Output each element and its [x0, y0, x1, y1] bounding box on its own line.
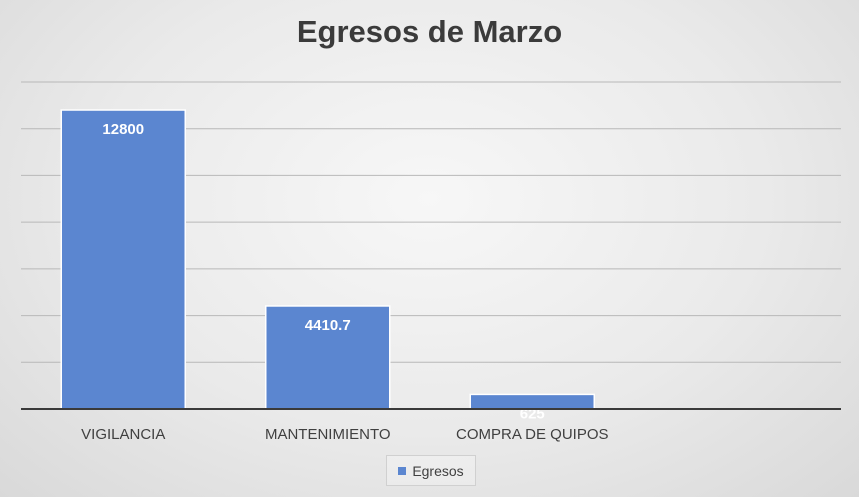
- category-label: MANTENIMIENTO: [265, 426, 391, 443]
- data-label: 4410.7: [305, 317, 351, 334]
- category-label: VIGILANCIA: [81, 426, 165, 443]
- category-label: COMPRA DE QUIPOS: [456, 426, 609, 443]
- data-label: 625: [520, 405, 545, 422]
- bar: [60, 109, 186, 410]
- legend-label: Egresos: [412, 462, 464, 479]
- chart-title: Egresos de Marzo: [296, 14, 563, 49]
- legend-swatch: [398, 466, 407, 475]
- data-label: 12800: [102, 121, 144, 138]
- legend: Egresos: [386, 455, 476, 486]
- bar: [265, 305, 391, 410]
